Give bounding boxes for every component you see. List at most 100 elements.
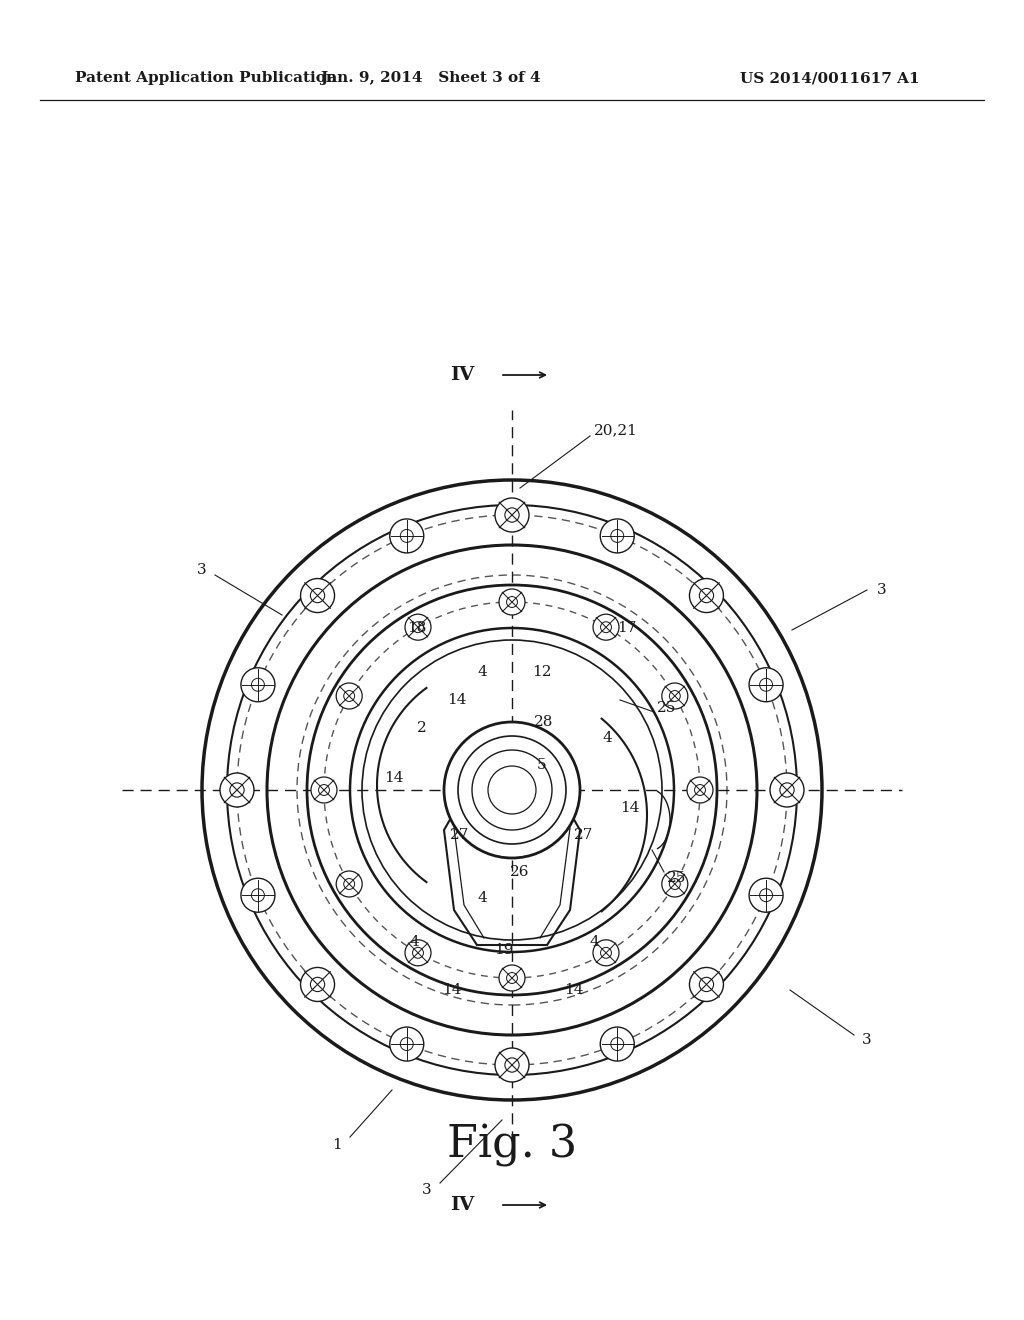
Circle shape bbox=[507, 973, 517, 983]
Text: 3: 3 bbox=[878, 583, 887, 597]
Text: 25: 25 bbox=[657, 701, 677, 715]
Circle shape bbox=[495, 498, 529, 532]
Text: Fig. 3: Fig. 3 bbox=[446, 1123, 578, 1167]
Circle shape bbox=[505, 1057, 519, 1072]
Circle shape bbox=[662, 871, 688, 898]
Text: 4: 4 bbox=[589, 935, 599, 949]
Circle shape bbox=[344, 879, 354, 890]
Text: 14: 14 bbox=[384, 771, 403, 785]
Circle shape bbox=[593, 614, 618, 640]
Circle shape bbox=[241, 668, 274, 702]
Circle shape bbox=[750, 668, 783, 702]
Circle shape bbox=[610, 1038, 624, 1051]
Circle shape bbox=[318, 784, 330, 796]
Circle shape bbox=[444, 722, 580, 858]
Circle shape bbox=[310, 977, 325, 991]
Circle shape bbox=[505, 508, 519, 523]
Text: 4: 4 bbox=[410, 935, 419, 949]
Circle shape bbox=[499, 589, 525, 615]
Circle shape bbox=[472, 750, 552, 830]
Circle shape bbox=[252, 678, 264, 692]
Circle shape bbox=[770, 774, 804, 807]
Circle shape bbox=[662, 682, 688, 709]
Circle shape bbox=[610, 529, 624, 543]
Circle shape bbox=[670, 879, 680, 890]
Circle shape bbox=[507, 597, 517, 607]
Text: 19: 19 bbox=[495, 942, 514, 957]
Circle shape bbox=[220, 774, 254, 807]
Circle shape bbox=[406, 940, 431, 966]
Circle shape bbox=[689, 968, 723, 1002]
Circle shape bbox=[390, 1027, 424, 1061]
Text: Patent Application Publication: Patent Application Publication bbox=[75, 71, 337, 84]
Circle shape bbox=[344, 690, 354, 701]
Text: IV: IV bbox=[450, 366, 474, 384]
Text: 20,21: 20,21 bbox=[594, 422, 638, 437]
Text: 14: 14 bbox=[442, 983, 462, 997]
Circle shape bbox=[400, 529, 414, 543]
Circle shape bbox=[760, 678, 772, 692]
Circle shape bbox=[750, 878, 783, 912]
Circle shape bbox=[600, 948, 611, 958]
Circle shape bbox=[499, 965, 525, 991]
Text: 4: 4 bbox=[602, 731, 612, 744]
Circle shape bbox=[400, 1038, 414, 1051]
Text: 27: 27 bbox=[451, 828, 470, 842]
Circle shape bbox=[336, 682, 362, 709]
Text: 2: 2 bbox=[417, 721, 427, 735]
Circle shape bbox=[687, 777, 713, 803]
Circle shape bbox=[413, 948, 424, 958]
Text: 3: 3 bbox=[422, 1183, 432, 1197]
Circle shape bbox=[488, 766, 536, 814]
Text: 12: 12 bbox=[532, 665, 552, 678]
Circle shape bbox=[694, 784, 706, 796]
Circle shape bbox=[670, 690, 680, 701]
Circle shape bbox=[350, 628, 674, 952]
Circle shape bbox=[336, 871, 362, 898]
Circle shape bbox=[252, 888, 264, 902]
Text: 14: 14 bbox=[621, 801, 640, 814]
Circle shape bbox=[600, 1027, 634, 1061]
Circle shape bbox=[202, 480, 822, 1100]
Circle shape bbox=[241, 878, 274, 912]
Text: 4: 4 bbox=[477, 891, 486, 906]
Text: 17: 17 bbox=[617, 620, 637, 635]
Text: 26: 26 bbox=[510, 865, 529, 879]
Circle shape bbox=[593, 940, 618, 966]
Circle shape bbox=[311, 777, 337, 803]
Circle shape bbox=[362, 640, 662, 940]
Circle shape bbox=[495, 1048, 529, 1082]
Circle shape bbox=[227, 506, 797, 1074]
Text: 28: 28 bbox=[535, 715, 554, 729]
Text: 14: 14 bbox=[564, 983, 584, 997]
Circle shape bbox=[413, 622, 424, 632]
Text: 3: 3 bbox=[862, 1034, 871, 1047]
Text: 4: 4 bbox=[477, 665, 486, 678]
Circle shape bbox=[689, 578, 723, 612]
Circle shape bbox=[301, 968, 335, 1002]
Circle shape bbox=[780, 783, 795, 797]
Circle shape bbox=[760, 888, 772, 902]
Circle shape bbox=[229, 783, 244, 797]
Circle shape bbox=[458, 737, 566, 843]
Circle shape bbox=[600, 622, 611, 632]
Text: Jan. 9, 2014   Sheet 3 of 4: Jan. 9, 2014 Sheet 3 of 4 bbox=[319, 71, 541, 84]
Text: 18: 18 bbox=[408, 620, 427, 635]
Text: 14: 14 bbox=[447, 693, 467, 708]
Text: 1: 1 bbox=[332, 1138, 342, 1152]
Circle shape bbox=[307, 585, 717, 995]
Text: 27: 27 bbox=[574, 828, 594, 842]
Text: IV: IV bbox=[450, 1196, 474, 1214]
Circle shape bbox=[699, 589, 714, 603]
Text: 25: 25 bbox=[668, 871, 687, 884]
Text: 3: 3 bbox=[198, 564, 207, 577]
Text: 5: 5 bbox=[538, 758, 547, 772]
Text: US 2014/0011617 A1: US 2014/0011617 A1 bbox=[740, 71, 920, 84]
Circle shape bbox=[699, 977, 714, 991]
Circle shape bbox=[390, 519, 424, 553]
Circle shape bbox=[406, 614, 431, 640]
Circle shape bbox=[310, 589, 325, 603]
Circle shape bbox=[600, 519, 634, 553]
Circle shape bbox=[301, 578, 335, 612]
Circle shape bbox=[267, 545, 757, 1035]
